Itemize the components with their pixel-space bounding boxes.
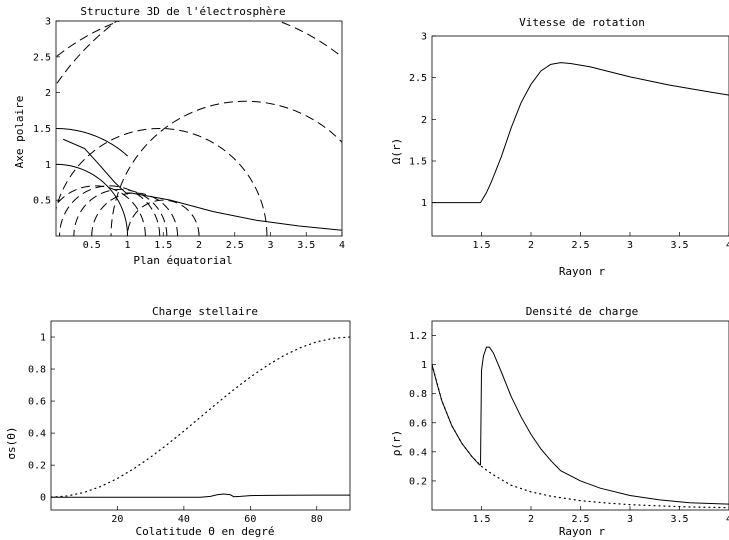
x-tick-label: 60 <box>244 514 256 525</box>
x-tick-label: 3 <box>267 240 273 251</box>
field-line <box>110 100 342 236</box>
plot-area <box>432 62 729 204</box>
y-tick-label: 1 <box>40 333 46 344</box>
y-tick-label: 0.4 <box>409 447 427 458</box>
plot-area <box>51 336 350 498</box>
charge-title: Charge stellaire <box>152 305 258 318</box>
y-tick-label: 1 <box>421 360 427 371</box>
structure-xlabel: Plan équatorial <box>133 254 232 267</box>
y-tick-label: 1.5 <box>33 124 51 135</box>
x-tick-label: 1.5 <box>472 514 490 525</box>
series-line-0 <box>432 62 729 204</box>
panel-structure: Structure 3D de l'électrosphère Plan équ… <box>13 5 345 267</box>
y-tick-label: 0.2 <box>409 476 427 487</box>
x-tick-label: 4 <box>726 240 729 251</box>
density-ylabel: ρ(r) <box>390 430 403 457</box>
series-line-0 <box>51 493 350 498</box>
density-plot: 1.5 2 2.5 3 3.5 4 0.2 0.4 0.6 0.8 1 1.2 <box>409 320 729 525</box>
x-tick-label: 3 <box>627 514 633 525</box>
y-tick-label: 1 <box>45 160 51 171</box>
y-tick-label: 2.5 <box>33 52 51 63</box>
panel-rotation: Vitesse de rotation Rayon r Ω(r) 1.5 2 2.5… <box>390 16 729 278</box>
y-tick-label: 0.6 <box>409 418 427 429</box>
y-tick-label: 1.5 <box>409 157 427 168</box>
boundary-curve <box>56 163 128 236</box>
field-line <box>56 21 342 58</box>
y-tick-label: 3 <box>45 17 51 28</box>
y-tick-label: 1.2 <box>409 331 427 342</box>
x-tick-label: 1.5 <box>154 240 172 251</box>
y-tick-label: 0.8 <box>28 365 46 376</box>
y-tick-label: 2 <box>421 115 427 126</box>
y-tick-label: 1 <box>421 198 427 209</box>
field-line <box>56 185 146 236</box>
rotation-ylabel: Ω(r) <box>390 138 403 165</box>
y-tick-label: 2 <box>45 88 51 99</box>
x-tick-label: 2.5 <box>571 240 589 251</box>
boundary-curve <box>126 192 342 231</box>
field-line <box>59 185 161 236</box>
x-tick-label: 2.5 <box>226 240 244 251</box>
y-tick-label: 3 <box>421 32 427 43</box>
charge-plot: 20 40 60 80 0 0.2 0.4 0.6 0.8 1 <box>28 320 351 525</box>
field-line <box>91 192 179 236</box>
y-tick-label: 2.5 <box>409 73 427 84</box>
x-tick-label: 2 <box>196 240 202 251</box>
y-tick-label: 0.4 <box>28 429 46 440</box>
x-tick-label: 4 <box>726 514 729 525</box>
structure-ylabel: Axe polaire <box>13 96 26 169</box>
plot-frame <box>431 320 729 511</box>
plot-frame <box>55 20 343 237</box>
rotation-title: Vitesse de rotation <box>519 16 645 29</box>
x-tick-label: 2 <box>528 514 534 525</box>
panel-density: Densité de charge Rayon r ρ(r) 1.5 2 2.5 3 3… <box>390 305 729 538</box>
plot-area <box>56 21 342 236</box>
charge-xlabel: Colatitude Θ en degré <box>135 525 274 538</box>
x-tick-label: 40 <box>178 514 190 525</box>
density-xlabel: Rayon r <box>559 525 606 538</box>
y-tick-label: 0 <box>40 493 46 504</box>
x-tick-label: 4 <box>339 240 345 251</box>
boundary-curve <box>62 138 128 195</box>
rotation-xlabel: Rayon r <box>559 265 606 278</box>
series-line-1 <box>432 364 729 509</box>
x-tick-label: 3.5 <box>670 240 688 251</box>
x-tick-label: 20 <box>111 514 123 525</box>
plot-area <box>432 346 729 509</box>
y-tick-label: 0.2 <box>28 461 46 472</box>
plot-frame <box>50 320 351 511</box>
x-tick-label: 80 <box>311 514 323 525</box>
y-tick-label: 0.8 <box>409 389 427 400</box>
x-tick-label: 2 <box>528 240 534 251</box>
structure-title: Structure 3D de l'électrosphère <box>80 5 285 18</box>
series-line-0 <box>432 346 729 505</box>
field-line <box>127 199 200 236</box>
field-line <box>56 127 268 236</box>
density-title: Densité de charge <box>526 305 639 318</box>
x-tick-label: 2.5 <box>571 514 589 525</box>
x-tick-label: 1.5 <box>472 240 490 251</box>
x-tick-label: 3 <box>627 240 633 251</box>
x-tick-label: 3.5 <box>297 240 315 251</box>
rotation-plot: 1.5 2 2.5 3 3.5 4 1 1.5 2 2.5 3 <box>409 32 729 251</box>
plot-frame <box>431 35 729 237</box>
x-tick-label: 3.5 <box>670 514 688 525</box>
field-line <box>73 188 168 236</box>
x-tick-label: 0.5 <box>83 240 101 251</box>
boundary-curve <box>56 128 129 157</box>
y-tick-label: 0.6 <box>28 397 46 408</box>
y-tick-label: 0.5 <box>33 196 51 207</box>
structure-plot: 0.5 1 1.5 2 2.5 3 3.5 4 0.5 1 1.5 2 2.5 3 <box>33 17 345 252</box>
charge-ylabel: σs(Θ) <box>5 426 18 459</box>
panel-charge: Charge stellaire Colatitude Θ en degré σ… <box>5 305 351 538</box>
series-line-1 <box>51 336 350 498</box>
x-tick-label: 1 <box>124 240 130 251</box>
